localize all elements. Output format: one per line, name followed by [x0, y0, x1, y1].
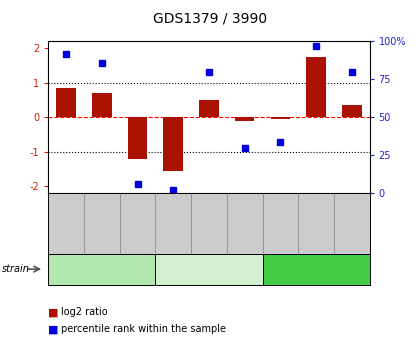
- Text: GDS1379 / 3990: GDS1379 / 3990: [153, 12, 267, 26]
- Bar: [56, 88, 76, 117]
- Bar: [92, 93, 112, 117]
- Text: GSM62238: GSM62238: [312, 203, 320, 244]
- Text: strain: strain: [2, 264, 30, 274]
- Text: GSM62234: GSM62234: [276, 203, 285, 244]
- Text: GSM62232: GSM62232: [169, 203, 178, 244]
- Text: hif-1: hif-1: [304, 264, 328, 274]
- Bar: [235, 117, 255, 121]
- Bar: [128, 117, 147, 159]
- Text: GSM62237: GSM62237: [133, 203, 142, 244]
- Bar: [163, 117, 183, 171]
- Text: log2 ratio: log2 ratio: [61, 307, 108, 317]
- Text: ■: ■: [48, 325, 59, 334]
- Bar: [270, 117, 290, 119]
- Text: percentile rank within the sample: percentile rank within the sample: [61, 325, 226, 334]
- Text: wild type: wild type: [78, 264, 126, 274]
- Bar: [342, 105, 362, 117]
- Bar: [306, 57, 326, 117]
- Text: GSM62233: GSM62233: [205, 203, 213, 244]
- Text: GSM62239: GSM62239: [347, 203, 356, 244]
- Text: GSM62231: GSM62231: [62, 203, 71, 244]
- Bar: [199, 100, 219, 117]
- Text: ■: ■: [48, 307, 59, 317]
- Text: GSM62236: GSM62236: [97, 203, 106, 244]
- Text: vhl-1: vhl-1: [196, 264, 222, 274]
- Text: GSM62235: GSM62235: [240, 203, 249, 244]
